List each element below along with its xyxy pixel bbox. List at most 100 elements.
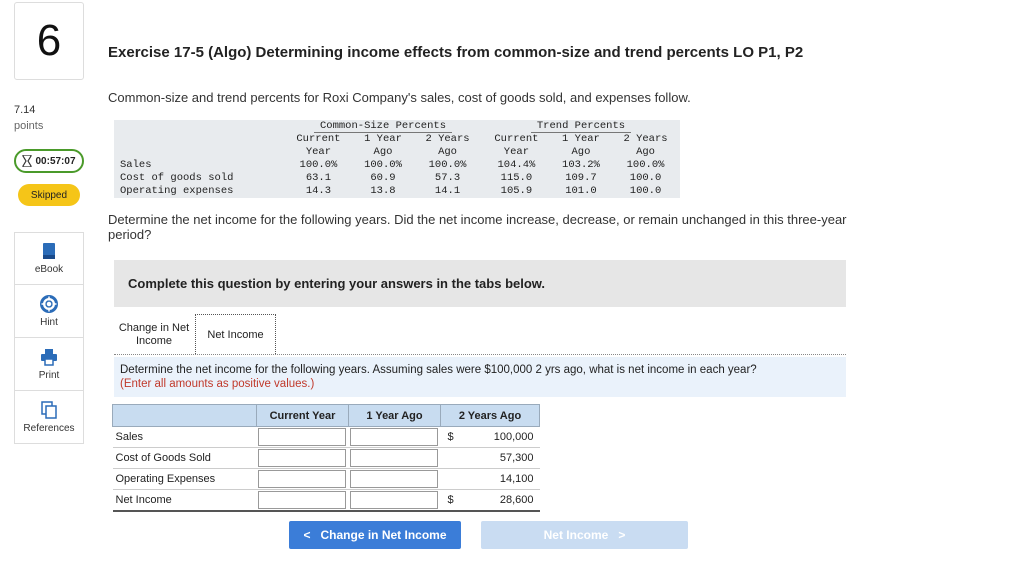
references-button[interactable]: References (14, 391, 84, 444)
value-cell: 14,100 (460, 468, 540, 490)
row-label: Sales (112, 426, 257, 448)
sales-current-input[interactable] (257, 428, 346, 446)
cell: 57.3 (434, 172, 461, 184)
value-cell: 57,300 (460, 447, 540, 469)
tab-divider (114, 354, 846, 355)
table-row: Sales $ 100,000 (112, 426, 540, 448)
next-tab-button[interactable]: Net Income > (481, 521, 688, 549)
row-label: Net Income (112, 489, 257, 512)
col-header: Ago (571, 146, 591, 158)
tab-label-line1: Change in Net (118, 322, 190, 334)
col-header: 1 Year (364, 133, 402, 145)
row-label: Operating expenses (120, 185, 234, 197)
cell: 100.0% (364, 159, 402, 171)
table-row: Net Income $ 28,600 (112, 489, 540, 512)
timer-value: 00:57:07 (35, 155, 76, 167)
cogs-current-input[interactable] (257, 449, 346, 467)
percent-data-table: Common-Size Percents Trend Percents Curr… (114, 120, 680, 198)
exercise-title: Exercise 17-5 (Algo) Determining income … (108, 44, 804, 61)
table-row: Sales 100.0% 100.0% 100.0% 104.4% 103.2%… (114, 159, 680, 172)
table-row: Operating Expenses 14,100 (112, 468, 540, 490)
book-icon (43, 243, 55, 259)
cell: 63.1 (305, 172, 332, 184)
hourglass-icon (22, 155, 33, 167)
col-header: Ago (438, 146, 457, 158)
dollar-sign: $ (440, 426, 461, 448)
value-cell: 100,000 (460, 426, 540, 448)
row-label: Operating Expenses (112, 468, 257, 490)
table-row: Operating expenses 14.3 13.8 14.1 105.9 … (114, 185, 680, 198)
answer-table: Current Year 1 Year Ago 2 Years Ago Sale… (112, 404, 540, 512)
netincome-1yr-input[interactable] (349, 491, 438, 509)
tab-change-in-net-income[interactable]: Change in Net Income (114, 320, 194, 352)
sales-1yr-input[interactable] (349, 428, 438, 446)
cell: 100.0 (629, 172, 662, 184)
header-2-years-ago: 2 Years Ago (440, 404, 540, 427)
header-blank (112, 404, 257, 427)
opex-1yr-input[interactable] (349, 470, 438, 488)
value-cell: 28,600 (460, 489, 540, 512)
tab-label-line2: Income (135, 335, 173, 347)
row-label: Cost of Goods Sold (112, 447, 257, 469)
chevron-right-icon: > (618, 528, 626, 542)
documents-icon (41, 400, 57, 419)
cell: 100.0% (299, 159, 338, 171)
cell: 104.4% (497, 159, 536, 171)
hint-button[interactable]: Hint (14, 285, 84, 338)
col-header: 2 Years (425, 133, 470, 145)
chevron-left-icon: < (303, 528, 311, 542)
col-header: Current (494, 133, 539, 145)
header-1-year-ago: 1 Year Ago (348, 404, 441, 427)
common-size-header: Common-Size Percents (313, 120, 452, 133)
print-button[interactable]: Print (14, 338, 84, 391)
instructions-box: Determine the net income for the followi… (114, 357, 846, 397)
instructions-text: Determine the net income for the followi… (120, 364, 757, 376)
ebook-button[interactable]: eBook (14, 232, 84, 285)
dollar-sign (440, 468, 461, 490)
tab-net-income[interactable]: Net Income (195, 314, 276, 354)
references-label: References (23, 422, 75, 434)
dollar-sign: $ (440, 489, 461, 512)
header-current-year: Current Year (256, 404, 349, 427)
cell: 60.9 (370, 172, 396, 184)
tool-panel: eBook Hint Print References (14, 232, 84, 444)
instructions-note: (Enter all amounts as positive values.) (120, 378, 315, 390)
cogs-1yr-input[interactable] (349, 449, 438, 467)
intro-text: Common-size and trend percents for Roxi … (108, 90, 691, 105)
row-label: Cost of goods sold (120, 172, 234, 184)
col-header: Year (503, 146, 530, 158)
netincome-current-input[interactable] (257, 491, 346, 509)
col-header: 2 Years (623, 133, 668, 145)
cell: 13.8 (370, 185, 396, 197)
prev-tab-button[interactable]: < Change in Net Income (289, 521, 461, 549)
points-value: 7.14 (14, 104, 36, 116)
printer-icon (41, 348, 57, 366)
hint-label: Hint (40, 316, 58, 328)
points-label: points (14, 120, 44, 132)
col-header: 1 Year (562, 133, 600, 145)
cell: 100.0% (428, 159, 467, 171)
col-header: Current (296, 133, 341, 145)
cell: 100.0 (629, 185, 662, 197)
timer: 00:57:07 (14, 149, 84, 173)
trend-header: Trend Percents (530, 120, 632, 133)
panel-heading: Complete this question by entering your … (114, 260, 846, 307)
cell: 14.3 (305, 185, 332, 197)
lifebuoy-icon (40, 294, 58, 313)
prev-tab-label: Change in Net Income (320, 528, 447, 542)
cell: 101.0 (565, 185, 597, 197)
question-prompt: Determine the net income for the followi… (108, 212, 847, 242)
status-badge: Skipped (18, 184, 80, 206)
opex-current-input[interactable] (257, 470, 346, 488)
ebook-label: eBook (34, 264, 64, 275)
cell: 100.0% (626, 159, 665, 171)
row-label: Sales (120, 159, 152, 171)
cell: 105.9 (500, 185, 533, 197)
print-label: Print (38, 369, 60, 381)
table-row: Cost of goods sold 63.1 60.9 57.3 115.0 … (114, 172, 680, 185)
table-row: Cost of Goods Sold 57,300 (112, 447, 540, 469)
dollar-sign (440, 447, 461, 469)
next-tab-label: Net Income (543, 528, 609, 542)
col-header: Ago (373, 146, 393, 158)
col-header: Ago (636, 146, 655, 158)
